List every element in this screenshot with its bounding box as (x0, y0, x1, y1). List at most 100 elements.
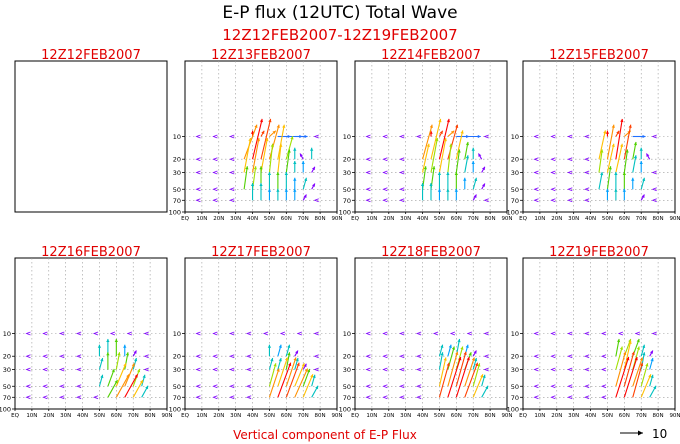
flux-vector-small (550, 331, 556, 336)
flux-vector (623, 340, 632, 370)
y-tick-label: 30 (3, 366, 11, 374)
flux-vector-small (76, 354, 82, 359)
y-tick-label: 50 (173, 383, 181, 391)
flux-vector (285, 357, 297, 387)
flux-vector (277, 124, 286, 160)
flux-vector-small (550, 384, 556, 389)
flux-vector-small (399, 170, 405, 175)
flux-vector-small (550, 354, 556, 359)
flux-vector-small (483, 331, 489, 336)
flux-vector (472, 177, 478, 190)
flux-vector (276, 188, 280, 201)
flux-vector-small (313, 134, 319, 139)
y-tick-label: 100 (0, 406, 11, 414)
flux-vector-small (126, 331, 132, 336)
y-tick-label: 100 (169, 406, 181, 414)
flux-vector (438, 357, 447, 387)
flux-vector-small (92, 331, 99, 336)
flux-vector (311, 385, 319, 398)
flux-vector (455, 130, 464, 160)
flux-vector-small (533, 187, 539, 192)
flux-vector (598, 171, 604, 190)
flux-vector (632, 134, 646, 139)
flux-vector-small (25, 367, 31, 372)
flux-vector-small (600, 384, 607, 389)
x-tick-label: 80N (485, 216, 496, 222)
flux-vector (598, 149, 604, 173)
scale-label: 10 (652, 427, 667, 441)
y-tick-label: 70 (173, 197, 181, 205)
panel-label: 12Z19FEB2007 (549, 245, 649, 260)
flux-vector (481, 166, 486, 173)
y-tick-label: 20 (343, 156, 351, 164)
flux-vector-small (567, 331, 573, 336)
flux-vector-small (584, 367, 590, 372)
flux-vector-small (229, 157, 235, 162)
flux-vector-small (432, 331, 439, 336)
y-tick-label: 10 (173, 330, 181, 338)
x-tick-label: 90N (669, 413, 680, 419)
y-tick-label: 10 (511, 133, 519, 141)
flux-vector-small (399, 384, 405, 389)
x-tick-label: 50N (264, 216, 275, 222)
flux-vector (285, 352, 291, 370)
panel-label: 12Z17FEB2007 (211, 245, 311, 260)
flux-vector (632, 155, 638, 173)
x-tick-label: 60N (451, 413, 462, 419)
flux-vector-small (584, 187, 590, 192)
flux-vector (268, 357, 274, 370)
panel-label: 12Z16FEB2007 (41, 245, 141, 260)
flux-vector (430, 137, 439, 173)
flux-vector-small (246, 395, 252, 400)
y-tick-label: 70 (343, 197, 351, 205)
x-tick-label: 10N (366, 216, 377, 222)
flux-vector-small (600, 395, 607, 400)
flux-vector-small (416, 367, 422, 372)
x-tick-label: 90N (331, 413, 342, 419)
flux-vector-small (600, 367, 607, 372)
flux-vector-small (483, 354, 489, 359)
flux-vector (420, 183, 425, 201)
flux-vector-small (416, 354, 422, 359)
y-tick-label: 70 (173, 394, 181, 402)
x-tick-label: 50N (434, 413, 445, 419)
flux-vector-small (382, 198, 388, 203)
flux-vector-small (449, 331, 456, 336)
flux-vector-small (399, 367, 405, 372)
flux-vector (252, 137, 261, 173)
x-tick-label: 70N (636, 216, 647, 222)
flux-vector (606, 143, 615, 173)
flux-vector (640, 344, 646, 357)
flux-vector-small (59, 384, 65, 389)
flux-vector-small (212, 134, 218, 139)
x-tick-label: 20N (43, 413, 54, 419)
flux-vector (631, 177, 635, 190)
x-tick-label: EQ (11, 413, 19, 419)
y-tick-label: 10 (511, 330, 519, 338)
flux-vector-small (634, 331, 640, 336)
flux-vector (639, 147, 643, 160)
x-tick-label: 30N (230, 413, 241, 419)
flux-vector-small (567, 187, 573, 192)
flux-vector (284, 188, 288, 201)
flux-vector-small (399, 331, 405, 336)
flux-vector (477, 153, 483, 160)
flux-vector (267, 188, 272, 201)
flux-vector-small (246, 384, 252, 389)
flux-vector (623, 124, 632, 160)
flux-vector-small (399, 157, 405, 162)
x-tick-label: 30N (568, 413, 579, 419)
y-tick-label: 50 (343, 383, 351, 391)
flux-vector-small (466, 331, 472, 336)
flux-vector-small (195, 384, 201, 389)
flux-vector (623, 356, 638, 398)
x-tick-label: EQ (181, 216, 189, 222)
flux-vector-small (533, 384, 539, 389)
flux-vector-small (195, 198, 201, 203)
flux-vector-small (483, 198, 489, 203)
flux-vector (267, 344, 272, 357)
flux-vector (598, 130, 607, 160)
flux-vector-small (365, 157, 371, 162)
